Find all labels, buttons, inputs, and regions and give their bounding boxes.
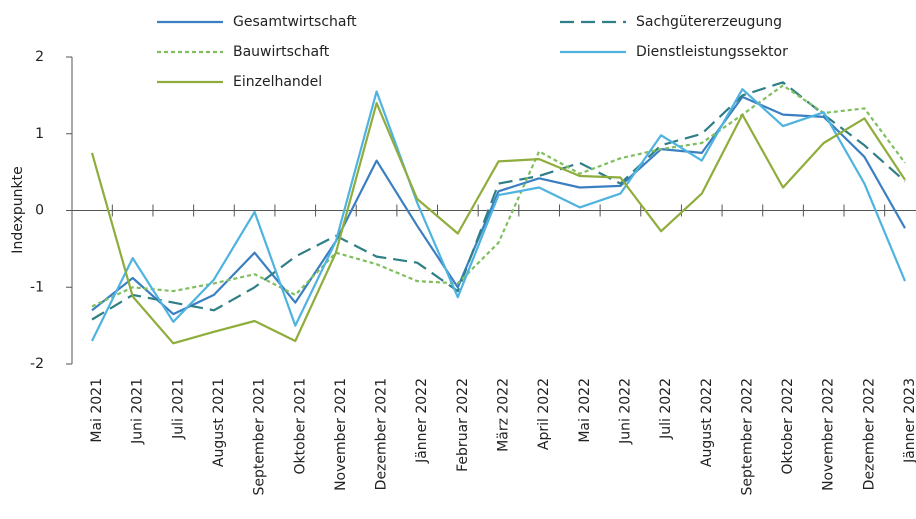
legend-label: Dienstleistungssektor	[636, 44, 788, 60]
series-line	[91, 88, 907, 342]
x-tick-label: Februar 2022	[455, 378, 471, 472]
x-tick-label: Dezember 2021	[374, 378, 390, 490]
y-axis-label: Indexpunkte	[10, 166, 26, 253]
x-tick-label: Oktober 2021	[292, 378, 308, 475]
x-tick-label: Juni 2021	[130, 378, 146, 445]
y-tick-label: 2	[35, 49, 44, 65]
y-tick-label: -2	[30, 356, 44, 372]
legend-label: Einzelhandel	[233, 74, 322, 90]
x-tick-label: Jänner 2023	[902, 378, 916, 464]
x-tick-label: August 2021	[211, 378, 227, 467]
x-tick-label: November 2021	[333, 378, 349, 491]
legend-label: Sachgütererzeugung	[636, 14, 782, 30]
legend-label: Gesamtwirtschaft	[233, 14, 357, 30]
x-tick-label: Dezember 2022	[861, 378, 877, 490]
x-tick-label: Mai 2022	[577, 378, 593, 443]
x-tick-label: Oktober 2022	[780, 378, 796, 475]
series-line	[90, 101, 906, 345]
series-line	[91, 95, 906, 316]
x-tick-label: Jänner 2022	[414, 378, 430, 464]
x-tick-label: November 2022	[821, 378, 837, 491]
series-line	[91, 84, 906, 308]
y-tick-label: 1	[35, 126, 44, 142]
y-tick-label: -1	[30, 279, 44, 295]
x-tick-label: Juni 2022	[617, 378, 633, 445]
x-tick-label: März 2022	[496, 378, 512, 452]
x-tick-label: Juli 2021	[170, 378, 186, 440]
x-tick-label: Mai 2021	[89, 378, 105, 443]
x-tick-label: September 2021	[252, 378, 268, 495]
x-tick-label: Juli 2022	[658, 378, 674, 440]
x-tick-label: September 2022	[739, 378, 755, 495]
legend-label: Bauwirtschaft	[233, 44, 330, 60]
x-tick-label: August 2022	[699, 378, 715, 467]
y-tick-label: 0	[35, 203, 44, 219]
x-tick-label: April 2022	[536, 378, 552, 450]
